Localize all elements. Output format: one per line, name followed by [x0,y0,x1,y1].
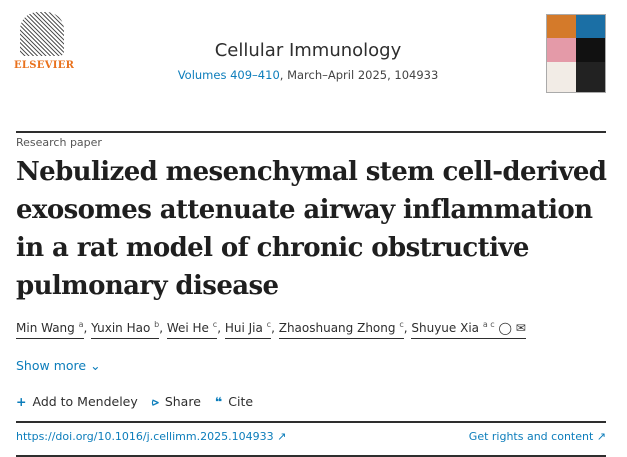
share-icon: ⪧ [151,394,159,409]
elsevier-tree-image [20,12,64,56]
author-link[interactable]: Zhaoshuang Zhong c [278,320,404,339]
divider [16,421,606,423]
doi-link[interactable]: https://doi.org/10.1016/j.cellimm.2025.1… [16,430,287,443]
author-link[interactable]: Shuyue Xia a c ◯ ✉ [411,320,526,339]
volumes-link[interactable]: Volumes 409–410 [177,68,280,82]
chevron-down-icon: ⌄ [90,358,101,373]
elsevier-wordmark: ELSEVIER [14,60,75,71]
email-icon: ✉ [515,321,526,335]
divider [16,131,606,133]
author-list: Min Wang a, Yuxin Hao b, Wei He c, Hui J… [16,320,526,339]
cite-button[interactable]: ❝ Cite [214,394,254,409]
journal-title[interactable]: Cellular Immunology [214,40,402,61]
person-icon: ◯ [498,321,512,335]
divider [16,455,606,457]
article-type: Research paper [16,136,102,149]
elsevier-logo[interactable]: ELSEVIER [14,12,75,74]
journal-volume: Volumes 409–410, March–April 2025, 10493… [150,68,466,82]
plus-icon: + [16,394,27,409]
issue-details: , March–April 2025, 104933 [279,68,439,82]
author-link[interactable]: Wei He c [166,320,218,339]
author-link[interactable]: Yuxin Hao b [91,320,160,339]
add-to-mendeley-button[interactable]: + Add to Mendeley [16,394,138,409]
article-actions: + Add to Mendeley ⪧ Share ❝ Cite [16,394,253,410]
author-link[interactable]: Min Wang a [16,320,84,339]
share-button[interactable]: ⪧ Share [151,394,201,409]
external-link-icon: ↗ [277,430,287,443]
external-link-icon: ↗ [596,430,606,443]
quote-icon: ❝ [214,394,223,409]
article-title: Nebulized mesenchymal stem cell-derived … [16,157,607,301]
rights-link[interactable]: Get rights and content ↗ [468,430,606,443]
show-more-button[interactable]: Show more ⌄ [16,358,101,373]
journal-cover-image[interactable] [546,14,606,93]
author-link[interactable]: Hui Jia c [224,320,272,339]
